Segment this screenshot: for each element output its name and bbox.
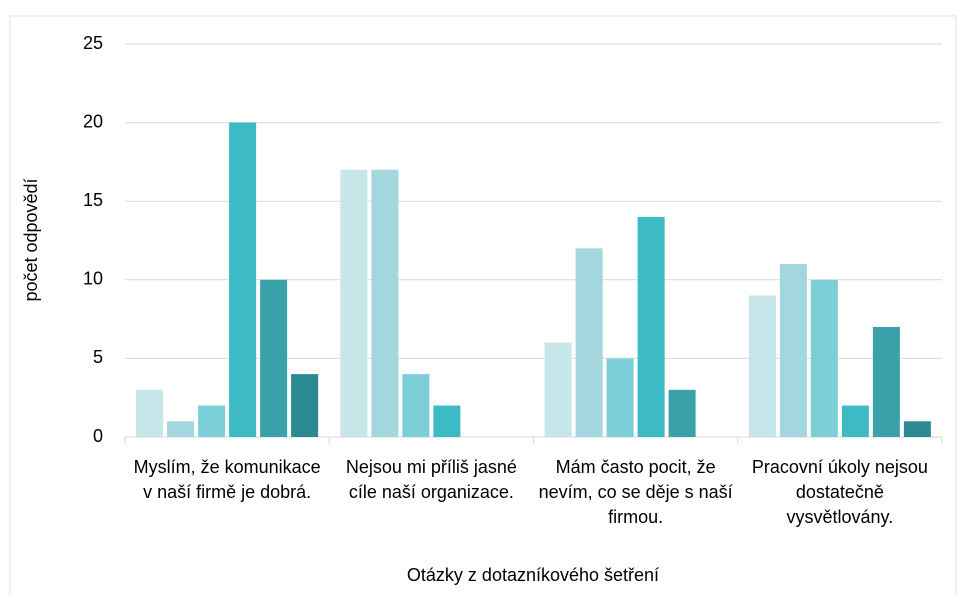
y-tick-label: 10: [83, 269, 103, 289]
bar: [198, 405, 226, 437]
bar: [433, 405, 461, 437]
x-tick-label: Nejsou mi příliš jasné cíle naší organiz…: [345, 457, 517, 502]
bar: [229, 122, 257, 437]
bar: [371, 169, 399, 437]
bar: [402, 374, 430, 437]
bar: [841, 405, 869, 437]
x-tick-label: Myslím, že komunikace v naší firmě je do…: [133, 457, 321, 502]
chart-frame: [9, 15, 957, 594]
bar: [260, 279, 288, 437]
bar: [779, 264, 807, 437]
bar: [748, 295, 776, 437]
bar: [575, 248, 603, 437]
bar: [637, 216, 665, 437]
bar: [136, 389, 164, 437]
bar: [668, 389, 696, 437]
bar: [872, 326, 900, 437]
y-tick-label: 25: [83, 33, 103, 53]
bar: [810, 279, 838, 437]
y-tick-label: 5: [93, 347, 103, 367]
bar: [167, 421, 195, 437]
y-axis-title: počet odpovědí: [21, 178, 41, 301]
bar: [903, 421, 931, 437]
bar: [340, 169, 368, 437]
x-axis-title: Otázky z dotazníkového šetření: [407, 565, 659, 585]
y-tick-label: 20: [83, 111, 103, 131]
bar: [606, 358, 634, 437]
bar: [544, 342, 572, 437]
x-tick-label: Pracovní úkoly nejsou dostatečně vysvětl…: [751, 457, 928, 527]
y-tick-label: 15: [83, 190, 103, 210]
bar: [291, 374, 319, 437]
y-tick-label: 0: [93, 426, 103, 446]
x-tick-label: Mám často pocit, že nevím, co se děje s …: [538, 457, 733, 527]
